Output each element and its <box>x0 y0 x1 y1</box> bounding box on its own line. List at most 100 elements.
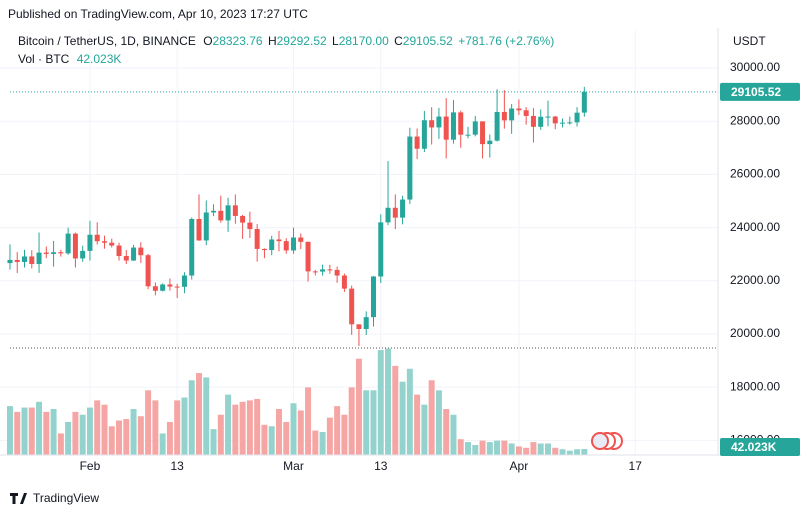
event-flags <box>591 432 623 450</box>
candle-body <box>65 233 71 254</box>
candle-body <box>116 245 122 257</box>
candle-body <box>29 256 35 264</box>
volume-bar <box>232 404 239 455</box>
volume-bar <box>472 444 479 455</box>
volume-bar <box>421 404 428 455</box>
x-tick-label: Feb <box>80 459 101 473</box>
candle-body <box>385 207 391 223</box>
ohlc-key: H <box>268 34 277 48</box>
volume-bar <box>275 409 282 455</box>
volume-bar <box>101 404 108 455</box>
candle-body <box>378 222 384 277</box>
volume-bar <box>508 443 515 455</box>
candle-body <box>421 120 427 149</box>
candle-body <box>509 108 515 121</box>
candle-body <box>494 111 500 141</box>
x-tick-label: 13 <box>374 459 388 473</box>
y-tick-label: 18000.00 <box>730 379 780 393</box>
candle-body <box>72 233 78 259</box>
volume-bar <box>450 414 457 455</box>
last-price-label: 29105.52 <box>731 85 781 99</box>
candle-body <box>152 286 158 291</box>
symbol: Bitcoin / TetherUS, 1D, BINANCE <box>18 34 196 48</box>
volume-bar <box>210 429 217 455</box>
volume-bar <box>494 440 501 455</box>
candle-body <box>581 91 587 113</box>
candle-body <box>407 136 413 200</box>
candle-body <box>225 205 231 221</box>
volume-bar <box>108 426 115 455</box>
legend-ohlc: Bitcoin / TetherUS, 1D, BINANCE O28323.7… <box>18 34 554 48</box>
candle-body <box>167 284 173 287</box>
candle-body <box>400 199 406 218</box>
volume-bar <box>50 409 57 455</box>
volume-bar <box>196 373 203 455</box>
volume-bar <box>36 401 43 455</box>
volume-bar <box>355 358 362 455</box>
currency: USDT <box>733 34 766 48</box>
candle-body <box>181 275 187 287</box>
y-tick-label: 26000.00 <box>730 167 780 181</box>
open-value: 28323.76 <box>213 34 263 48</box>
volume-bar <box>523 447 530 455</box>
candle-body <box>291 237 297 251</box>
candle-body <box>7 259 13 264</box>
candle-body <box>80 250 86 259</box>
candle-body <box>261 248 267 251</box>
volume-bar <box>246 400 253 455</box>
candle-body <box>320 269 326 272</box>
volume-bar <box>312 430 319 455</box>
candle-body <box>349 288 355 325</box>
candle-body <box>516 108 522 111</box>
candle-body <box>429 120 435 128</box>
volume-bar <box>392 365 399 455</box>
candle-body <box>487 140 493 145</box>
volume-bar <box>559 449 566 455</box>
volume-bar <box>334 406 341 455</box>
volume-name: Vol · BTC <box>18 52 70 66</box>
candle-body <box>254 229 260 249</box>
volume-bar <box>326 417 333 455</box>
candle-body <box>327 269 333 271</box>
volume-bar <box>188 380 195 455</box>
volume-bars <box>6 348 588 455</box>
volume-bar <box>544 443 551 455</box>
volume-bar <box>581 448 588 455</box>
volume-bar <box>377 350 384 455</box>
candle-body <box>189 218 195 276</box>
change-pct: (+2.76%) <box>505 34 554 48</box>
candle-body <box>276 239 282 242</box>
volume-bar <box>399 381 406 455</box>
candle-body <box>450 112 456 140</box>
candle-body <box>305 241 311 272</box>
ohlc-key: C <box>394 34 403 48</box>
x-tick-label: Apr <box>510 459 529 473</box>
candle-body <box>269 239 275 251</box>
volume-bar <box>123 419 130 455</box>
candle-body <box>58 252 64 254</box>
volume-bar <box>94 400 101 455</box>
y-tick-label: 24000.00 <box>730 220 780 234</box>
candle-body <box>22 256 28 262</box>
published-note: Published on TradingView.com, Apr 10, 20… <box>8 7 308 21</box>
volume-bar <box>305 387 312 455</box>
volume-bar <box>566 450 573 455</box>
candle-body <box>94 234 100 242</box>
high-value: 29292.52 <box>277 34 327 48</box>
volume-bar <box>145 390 152 455</box>
candle-body <box>472 121 478 135</box>
volume-bar <box>28 407 35 455</box>
x-tick-label: 17 <box>629 459 643 473</box>
volume-bar <box>486 442 493 455</box>
volume-bar <box>414 394 421 455</box>
volume-bar <box>181 397 188 455</box>
candle-body <box>334 269 340 276</box>
footer-logo: TradingView <box>10 491 99 505</box>
axes: 16000.0018000.0020000.0022000.0024000.00… <box>80 60 800 473</box>
ohlc-key: L <box>332 34 339 48</box>
candle-body <box>174 286 180 288</box>
volume-bar <box>174 400 181 455</box>
volume-bar <box>385 348 392 455</box>
x-tick-label: 13 <box>171 459 185 473</box>
candle-body <box>298 237 304 242</box>
